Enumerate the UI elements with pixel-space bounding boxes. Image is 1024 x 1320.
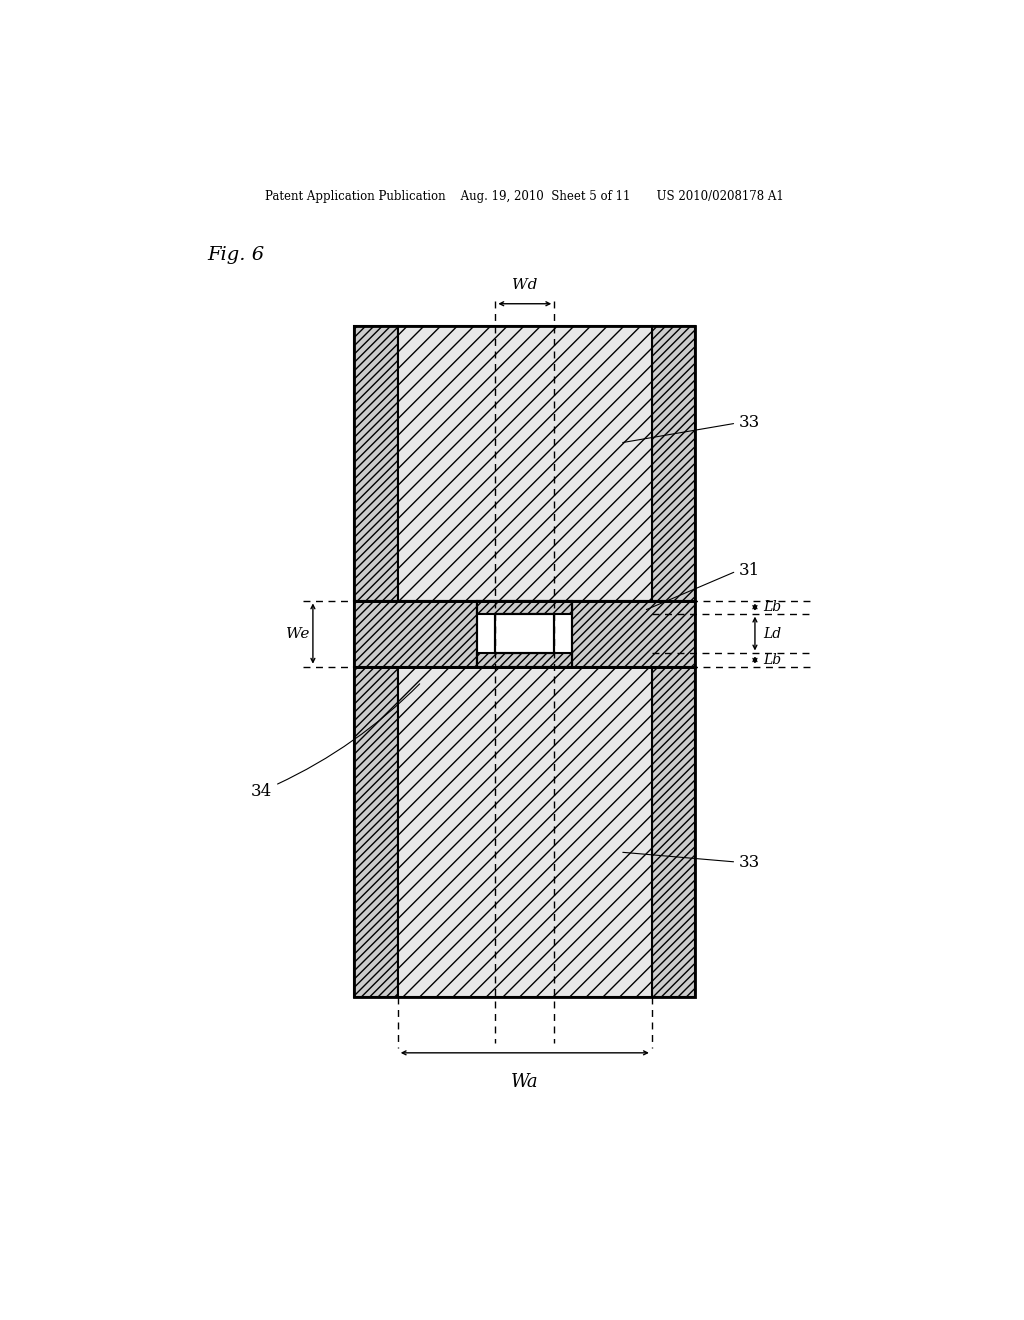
Bar xyxy=(354,667,397,997)
Text: 31: 31 xyxy=(646,561,761,610)
Text: Lb: Lb xyxy=(763,653,781,667)
Bar xyxy=(477,601,572,667)
Bar xyxy=(651,667,695,997)
Bar xyxy=(496,614,554,653)
Text: Patent Application Publication    Aug. 19, 2010  Sheet 5 of 11       US 2010/020: Patent Application Publication Aug. 19, … xyxy=(265,190,784,202)
Text: Ld: Ld xyxy=(763,627,781,640)
Bar xyxy=(477,601,572,614)
Bar xyxy=(397,667,651,997)
Text: 33: 33 xyxy=(623,414,761,442)
Text: We: We xyxy=(286,627,309,640)
Bar xyxy=(354,326,695,601)
Bar xyxy=(397,326,651,601)
Bar xyxy=(354,601,695,667)
Text: Lb: Lb xyxy=(763,601,781,614)
Bar xyxy=(651,326,695,601)
Bar xyxy=(354,667,695,997)
Text: Fig. 6: Fig. 6 xyxy=(207,246,264,264)
Text: Wd: Wd xyxy=(512,277,538,292)
Bar xyxy=(572,601,695,667)
Text: Wa: Wa xyxy=(511,1073,539,1092)
Text: 33: 33 xyxy=(623,853,761,871)
Text: 34: 34 xyxy=(251,684,420,800)
Bar xyxy=(477,653,572,667)
Bar xyxy=(354,326,397,601)
Bar xyxy=(496,614,554,653)
Bar xyxy=(354,601,477,667)
